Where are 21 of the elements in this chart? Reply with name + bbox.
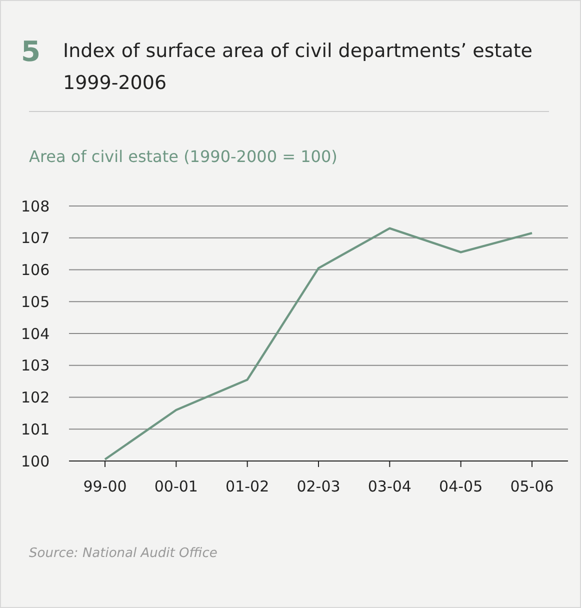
x-tick-label: 99-00 bbox=[83, 478, 127, 496]
y-tick-label: 103 bbox=[21, 356, 50, 375]
x-tick-label: 04-05 bbox=[439, 478, 483, 496]
y-tick-label: 104 bbox=[21, 324, 50, 343]
line-series bbox=[104, 227, 534, 461]
x-tick-label: 05-06 bbox=[510, 478, 554, 496]
y-axis-title: Area of civil estate (1990-2000 = 100) bbox=[29, 147, 338, 166]
y-tick-label: 102 bbox=[21, 388, 50, 407]
text: 5 bbox=[21, 35, 40, 68]
source-note: Source: National Audit Office bbox=[29, 546, 218, 561]
y-tick-label: 106 bbox=[21, 261, 50, 280]
y-tick-label: 101 bbox=[21, 420, 50, 438]
x-tick-label: 02-03 bbox=[296, 478, 340, 496]
y-tick-label: 108 bbox=[21, 197, 50, 216]
x-tick-label: 03-04 bbox=[368, 478, 412, 496]
y-tick-label: 100 bbox=[21, 452, 50, 470]
x-tick-label: 01-02 bbox=[226, 478, 270, 496]
chart-title: Index of surface area of civil departments’ estate 1999-2006 bbox=[63, 39, 533, 96]
y-tick-label: 107 bbox=[21, 229, 50, 248]
x-tick-label: 00-01 bbox=[154, 478, 198, 496]
y-tick-label: 105 bbox=[21, 292, 50, 311]
